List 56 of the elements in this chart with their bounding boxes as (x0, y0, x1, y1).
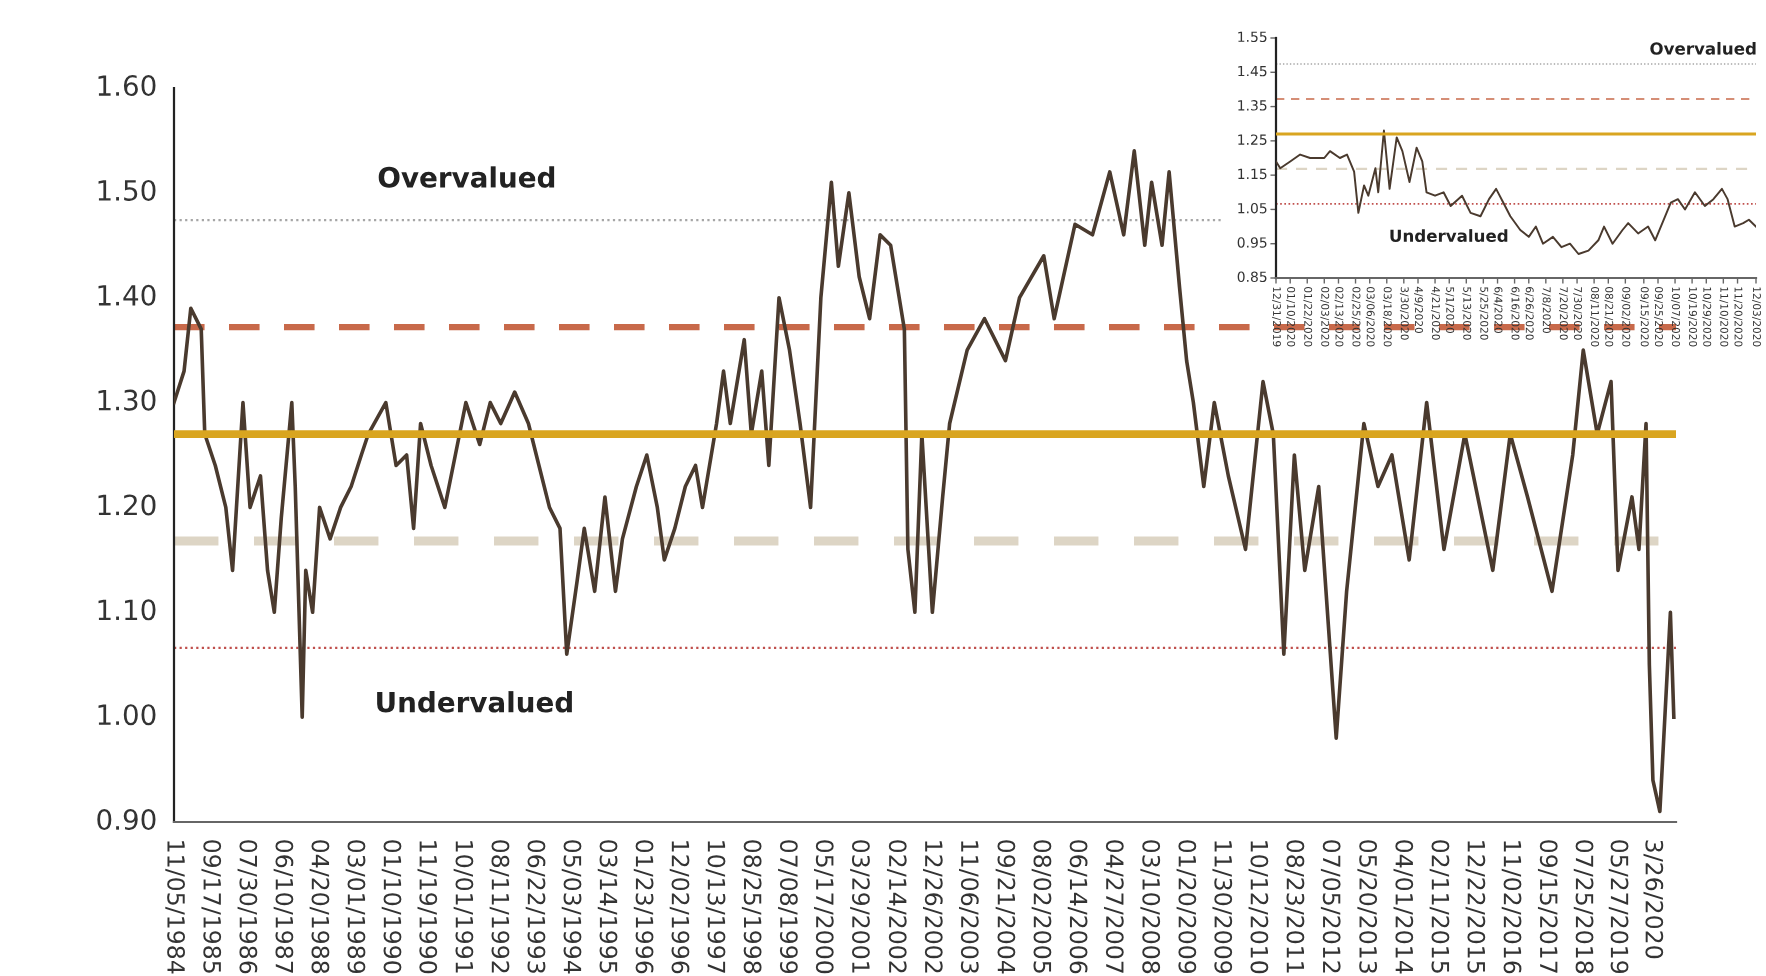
x-tick-label: 04/27/2007 (1104, 840, 1124, 973)
y-tick-label: 1.30 (98, 389, 156, 411)
x-tick-label: 10/01/1991 (453, 841, 474, 973)
x-tick-label: 07/30/1986 (237, 840, 258, 974)
x-tick-label: 07/25/2018 (1573, 840, 1594, 974)
x-tick-label: 11/06/2003 (959, 841, 979, 973)
y-tick-label: 0.90 (97, 809, 156, 831)
x-tick-label: 04/01/2014 (1393, 840, 1414, 974)
x-tick-label: 09/21/2004 (995, 840, 1016, 974)
x-tick-label: 04/20/1988 (309, 840, 330, 974)
x-tick-label: 3/26/2020 (1643, 840, 1664, 959)
x-tick-label: 05/27/2019 (1608, 840, 1629, 974)
x-tick-label: 06/22/1993 (525, 840, 546, 973)
x-tick-label: 07/08/1999 (778, 840, 798, 974)
annotation: Overvalued (378, 166, 555, 188)
line-series (174, 149, 1676, 814)
x-tick-label: 03/10/2008 (1140, 840, 1161, 974)
x-tick-label: 03/29/2001 (850, 840, 870, 973)
x-tick-label: 05/20/2013 (1357, 840, 1378, 973)
x-tick-label: 12/22/2015 (1465, 841, 1486, 973)
x-tick-label: 11/05/1984 (165, 841, 186, 974)
y-tick-label: 1.00 (98, 704, 156, 726)
x-tick-label: 06/14/2006 (1067, 840, 1088, 974)
x-tick-label: 01/20/2009 (1176, 840, 1197, 974)
x-tick-label: 07/05/2012 (1320, 840, 1341, 973)
annotation: Undervalued (1390, 229, 1508, 243)
x-tick-label: 01/10/1990 (381, 840, 402, 974)
x-tick-label: 12/02/1996 (669, 841, 690, 974)
x-tick-label: 11/30/2009 (1212, 841, 1233, 974)
y-tick-label: 1.40 (98, 284, 156, 306)
x-tick-label: 11/19/1990 (417, 841, 438, 974)
x-tick-label: 08/25/1998 (741, 840, 762, 974)
x-tick-label: 10/13/1997 (705, 841, 726, 973)
x-tick-label: 03/01/1989 (345, 840, 366, 974)
y-tick-label: 1.60 (98, 75, 156, 97)
x-tick-label: 10/12/2010 (1248, 841, 1269, 974)
x-tick-label: 12/26/2002 (922, 841, 943, 973)
y-tick-label: 1.50 (98, 179, 156, 201)
line-series (1276, 129, 1756, 255)
x-tick-label: 09/17/1985 (201, 840, 222, 973)
x-tick-label: 06/10/1987 (273, 840, 294, 973)
x-tick-label: 08/02/2005 (1031, 840, 1052, 973)
x-tick-label: 05/03/1994 (561, 840, 582, 974)
x-tick-label: 01/23/1996 (633, 840, 654, 974)
y-tick-label: 1.10 (98, 599, 156, 621)
x-tick-label: 02/11/2015 (1429, 840, 1450, 973)
x-tick-label: 03/14/1995 (597, 840, 618, 973)
x-tick-label: 02/14/2002 (886, 840, 907, 973)
x-tick-label: 08/23/2011 (1284, 840, 1305, 973)
x-tick-label: 05/17/2000 (813, 840, 834, 974)
y-tick-label: 1.20 (98, 494, 156, 516)
x-tick-label: 08/11/1992 (489, 840, 510, 973)
x-tick-label: 11/02/2016 (1501, 841, 1522, 974)
annotation: Overvalued (1650, 41, 1756, 55)
annotation: Undervalued (377, 691, 572, 713)
x-tick-label: 09/15/2017 (1537, 840, 1558, 973)
